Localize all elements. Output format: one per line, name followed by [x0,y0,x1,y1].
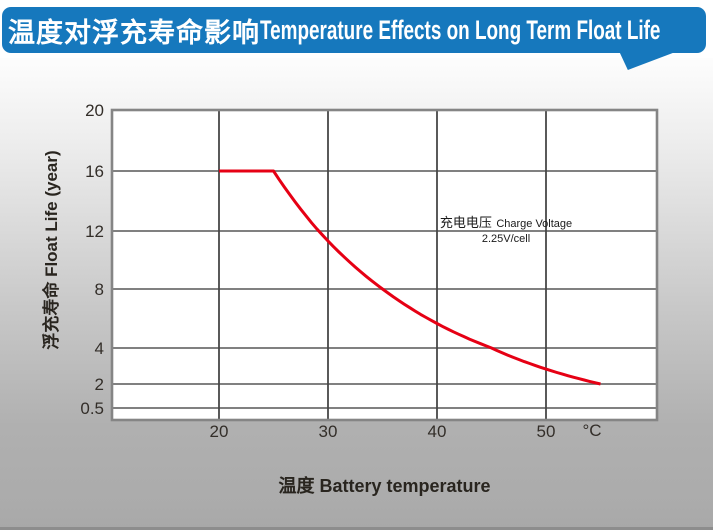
annotation-line1-zh: 充电电压 [439,215,492,230]
x-axis-title: 温度 Battery temperature [278,476,491,496]
annotation-line2: 2.25V/cell [481,233,531,245]
y-tick-label: 0.5 [80,399,104,418]
float-life-curve [219,169,601,386]
annotation-line1-en: Charge Voltage [496,218,573,230]
y-tick-label: 2 [95,375,104,394]
x-tick-label: 40 [428,422,447,441]
x-tick-label: 30 [319,422,338,441]
bottom-edge [0,527,713,530]
y-tick-label: 12 [85,222,104,241]
header-title-en: Temperature Effects on Long Term Float L… [260,14,661,45]
header-bubble: 温度对浮充寿命影响 Temperature Effects on Long Ter… [2,7,706,53]
y-axis-title: 浮充寿命 Float Life (year) [42,150,61,350]
x-tick-label: 50 [537,422,556,441]
header-title-zh: 温度对浮充寿命影响 [8,17,260,48]
x-tick-label: 20 [210,422,229,441]
charge-voltage-annotation: 充电电压 Charge Voltage 2.25V/cell [440,212,572,245]
y-tick-label: 16 [85,162,104,181]
plot-border [110,108,659,422]
y-tick-label: 4 [95,339,104,358]
annotation-line1: 充电电压 Charge Voltage [440,212,572,232]
y-tick-label: 8 [95,280,104,299]
y-tick-label: 20 [85,101,104,120]
plot-area [112,110,657,420]
x-unit-label: °C [582,421,601,440]
